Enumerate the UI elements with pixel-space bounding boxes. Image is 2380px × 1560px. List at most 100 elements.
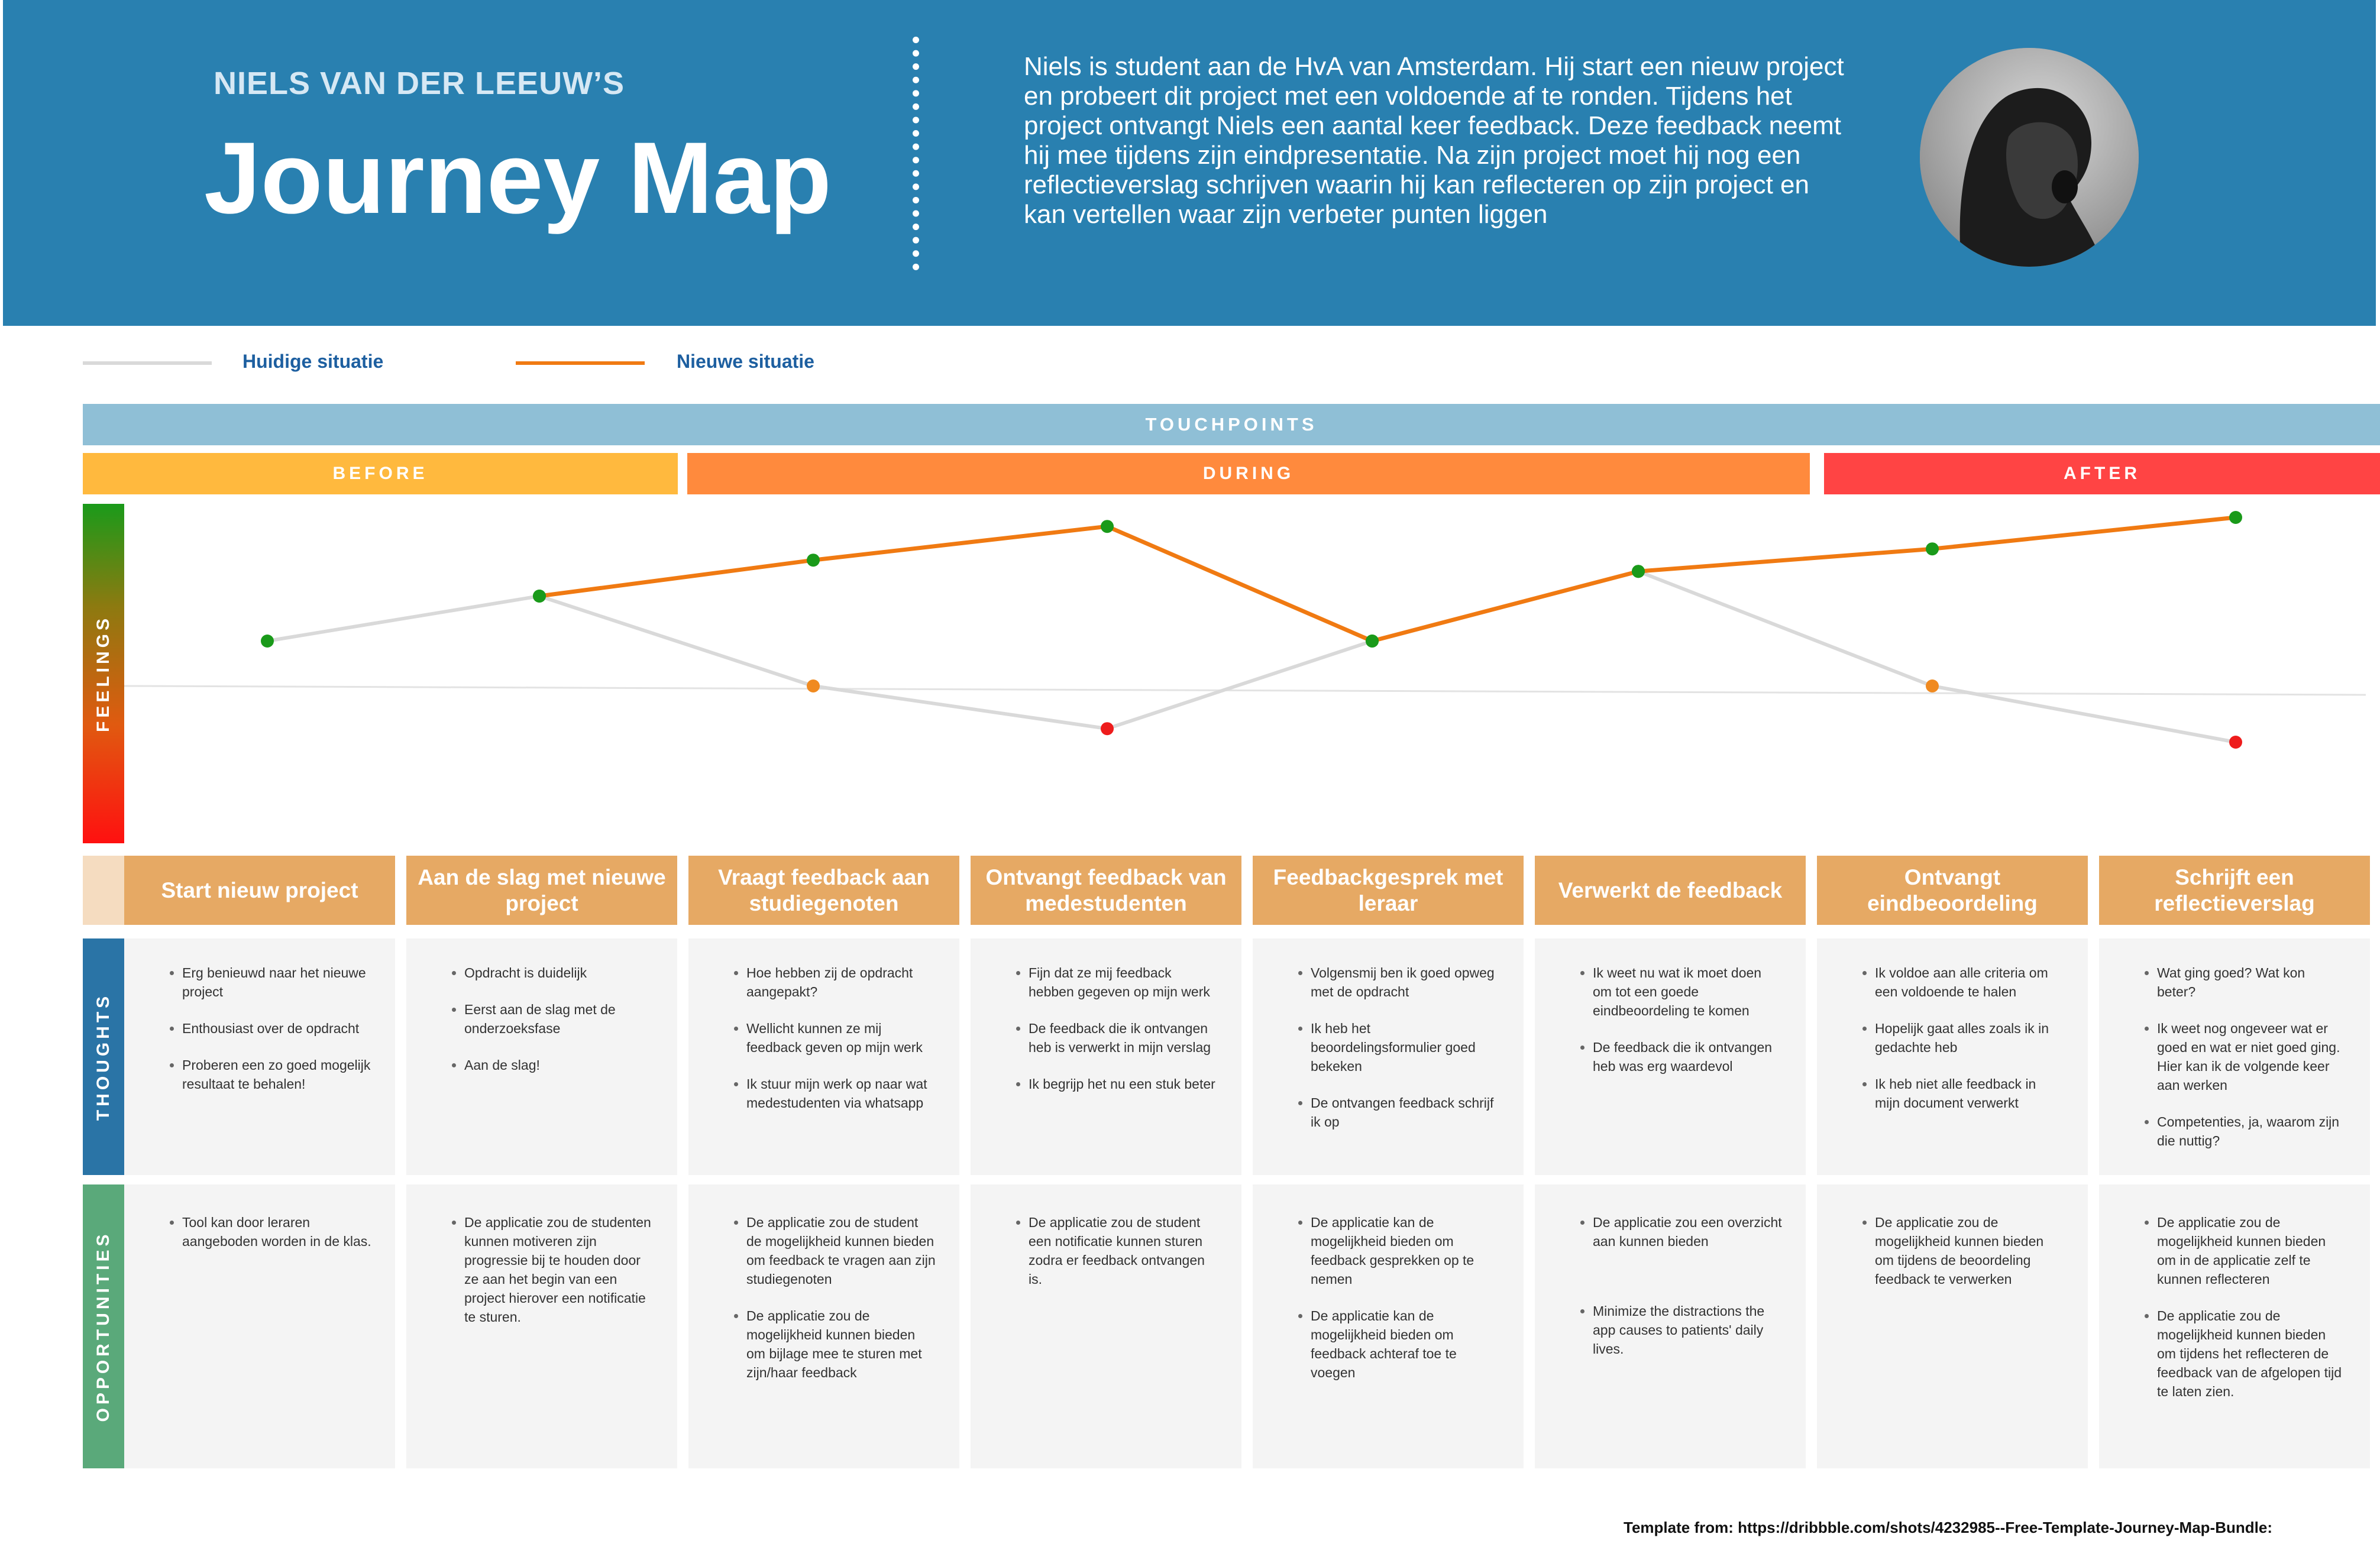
header-banner: NIELS VAN DER LEEUW’S Journey Map Niels …: [3, 0, 2376, 326]
opportunity-item: De applicatie zou de mogelijkheid kunnen…: [2157, 1306, 2346, 1401]
current-situation-point: [261, 635, 274, 648]
opportunity-item: De applicatie kan de mogelijkheid bieden…: [1311, 1306, 1500, 1382]
thoughts-cell: Ik voldoe aan alle criteria om een voldo…: [1817, 938, 2088, 1175]
thought-item: Volgensmij ben ik goed opweg met de opdr…: [1311, 963, 1500, 1001]
thoughts-cell: Ik weet nu wat ik moet doen om tot een g…: [1535, 938, 1806, 1175]
thought-item: De ontvangen feedback schrijf ik op: [1311, 1093, 1500, 1131]
current-situation-point: [533, 590, 546, 603]
thoughts-cell: Fijn dat ze mij feedback hebben gegeven …: [971, 938, 1241, 1175]
phase-before: BEFORE: [83, 453, 678, 494]
neutral-baseline: [124, 685, 2366, 696]
thought-item: Ik heb het beoordelingsformulier goed be…: [1311, 1019, 1500, 1076]
opportunities-cell: De applicatie zou de mogelijkheid kunnen…: [2099, 1184, 2370, 1468]
thought-item: Eerst aan de slag met de onderzoeksfase: [464, 1000, 654, 1038]
step-6: Verwerkt de feedback: [1535, 856, 1806, 925]
new-situation-point: [1926, 542, 1939, 556]
thought-item: Opdracht is duidelijk: [464, 963, 654, 982]
thoughts-row-label: THOUGHTS: [83, 938, 124, 1175]
current-situation-line: [267, 569, 2236, 744]
thought-item: De feedback die ik ontvangen heb is verw…: [1029, 1019, 1218, 1057]
opportunity-item: Minimize the distractions the app causes…: [1593, 1302, 1782, 1358]
thought-item: De feedback die ik ontvangen heb was erg…: [1593, 1038, 1782, 1076]
steps-row-stub: [83, 856, 124, 925]
persona-avatar: [1920, 48, 2139, 267]
opportunities-cell: De applicatie zou de studenten kunnen mo…: [406, 1184, 677, 1468]
thought-item: Ik begrijp het nu een stuk beter: [1029, 1074, 1218, 1093]
legend-new-line: [516, 361, 645, 365]
phase-after: AFTER: [1824, 453, 2380, 494]
thought-item: Ik stuur mijn werk op naar wat medestude…: [746, 1074, 936, 1112]
thoughts-cell: Erg benieuwd naar het nieuwe project Ent…: [124, 938, 395, 1175]
thought-item: Competenties, ja, waarom zijn die nuttig…: [2157, 1112, 2346, 1150]
current-situation-point: [1101, 722, 1114, 736]
phase-during: DURING: [687, 453, 1810, 494]
step-7: Ontvangt eindbeoordeling: [1817, 856, 2088, 925]
feelings-scale: FEELINGS: [83, 504, 124, 843]
current-situation-point: [1632, 565, 1645, 578]
opportunities-cell: De applicatie zou de student een notific…: [971, 1184, 1241, 1468]
opportunity-item: De applicatie zou een overzicht aan kunn…: [1593, 1213, 1782, 1251]
thoughts-cell: Opdracht is duidelijk Eerst aan de slag …: [406, 938, 677, 1175]
opportunity-item: De applicatie zou de mogelijkheid kunnen…: [1875, 1213, 2064, 1289]
thought-item: Wat ging goed? Wat kon beter?: [2157, 963, 2346, 1001]
header-divider: [913, 37, 919, 270]
thought-item: Enthousiast over de opdracht: [182, 1019, 371, 1038]
current-situation-point: [1366, 635, 1379, 648]
opportunities-row-label: OPPORTUNITIES: [83, 1184, 124, 1468]
opportunity-item: Tool kan door leraren aangeboden worden …: [182, 1213, 371, 1251]
thought-item: Erg benieuwd naar het nieuwe project: [182, 963, 371, 1001]
step-1: Start nieuw project: [124, 856, 395, 925]
thought-item: Ik heb niet alle feedback in mijn docume…: [1875, 1074, 2064, 1112]
thought-item: Proberen een zo goed mogelijk resultaat …: [182, 1056, 371, 1093]
opportunities-cell: De applicatie zou een overzicht aan kunn…: [1535, 1184, 1806, 1468]
page-title: Journey Map: [204, 121, 832, 235]
opportunity-item: De applicatie zou de mogelijkheid kunnen…: [2157, 1213, 2346, 1289]
thought-item: Fijn dat ze mij feedback hebben gegeven …: [1029, 963, 1218, 1001]
step-5: Feedbackgesprek met leraar: [1253, 856, 1524, 925]
opportunity-item: De applicatie zou de mogelijkheid kunnen…: [746, 1306, 936, 1382]
opportunities-cell: Tool kan door leraren aangeboden worden …: [124, 1184, 395, 1468]
opportunities-cell: De applicatie zou de student de mogelijk…: [688, 1184, 959, 1468]
touchpoints-header: TOUCHPOINTS: [83, 404, 2380, 445]
new-situation-line: [539, 515, 2236, 643]
template-credit: Template from: https://dribbble.com/shot…: [1624, 1519, 2272, 1536]
new-situation-point: [1366, 635, 1379, 648]
persona-description: Niels is student aan de HvA van Amsterda…: [1024, 52, 1844, 229]
opportunity-item: De applicatie zou de student de mogelijk…: [746, 1213, 936, 1289]
chart-lines: [267, 515, 2236, 744]
thoughts-cell: Wat ging goed? Wat kon beter? Ik weet no…: [2099, 938, 2370, 1175]
persona-name: NIELS VAN DER LEEUW’S: [214, 66, 625, 101]
new-situation-point: [1101, 520, 1114, 533]
thought-item: Ik voldoe aan alle criteria om een voldo…: [1875, 963, 2064, 1001]
chart-points: [261, 511, 2242, 749]
opportunity-item: De applicatie kan de mogelijkheid bieden…: [1311, 1213, 1500, 1289]
thoughts-label: THOUGHTS: [93, 992, 113, 1121]
thought-item: Ik weet nog ongeveer wat er goed en wat …: [2157, 1019, 2346, 1095]
step-3: Vraagt feedback aan studiegenoten: [688, 856, 959, 925]
step-8: Schrijft een reflectieverslag: [2099, 856, 2370, 925]
thoughts-cell: Hoe hebben zij de opdracht aangepakt? We…: [688, 938, 959, 1175]
current-situation-point: [2229, 736, 2242, 749]
thought-item: Hoe hebben zij de opdracht aangepakt?: [746, 963, 936, 1001]
step-2: Aan de slag met nieuwe project: [406, 856, 677, 925]
opportunity-item: De applicatie zou de student een notific…: [1029, 1213, 1218, 1289]
legend-new-label: Nieuwe situatie: [677, 351, 814, 372]
avatar-photo: [1920, 48, 2139, 267]
thought-item: Ik weet nu wat ik moet doen om tot een g…: [1593, 963, 1782, 1020]
legend-current-label: Huidige situatie: [242, 351, 384, 372]
thoughts-cell: Volgensmij ben ik goed opweg met de opdr…: [1253, 938, 1524, 1175]
thought-item: Aan de slag!: [464, 1056, 654, 1074]
new-situation-point: [1632, 565, 1645, 578]
feelings-label: FEELINGS: [93, 614, 113, 733]
new-situation-point: [2229, 511, 2242, 524]
opportunity-item: De applicatie zou de studenten kunnen mo…: [464, 1213, 654, 1326]
new-situation-point: [533, 590, 546, 603]
new-situation-point: [807, 554, 820, 567]
opportunities-cell: De applicatie zou de mogelijkheid kunnen…: [1817, 1184, 2088, 1468]
current-situation-point: [1926, 679, 1939, 692]
current-situation-point: [807, 679, 820, 692]
thought-item: Hopelijk gaat alles zoals ik in gedachte…: [1875, 1019, 2064, 1057]
opportunities-cell: De applicatie kan de mogelijkheid bieden…: [1253, 1184, 1524, 1468]
thought-item: Wellicht kunnen ze mij feedback geven op…: [746, 1019, 936, 1057]
